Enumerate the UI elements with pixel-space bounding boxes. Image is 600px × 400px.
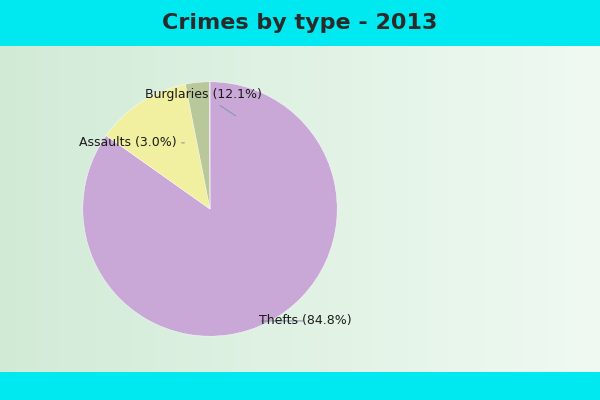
Text: Assaults (3.0%): Assaults (3.0%) [79,136,184,149]
Wedge shape [83,82,337,336]
Wedge shape [106,84,210,209]
Text: Burglaries (12.1%): Burglaries (12.1%) [145,88,262,116]
Bar [0,372,600,400]
Text: @City-Data.com: @City-Data.com [444,66,540,78]
Text: Thefts (84.8%): Thefts (84.8%) [259,314,352,328]
Wedge shape [185,82,210,209]
Bar [0,0,600,46]
Wedge shape [209,82,210,209]
Text: Crimes by type - 2013: Crimes by type - 2013 [163,13,437,33]
